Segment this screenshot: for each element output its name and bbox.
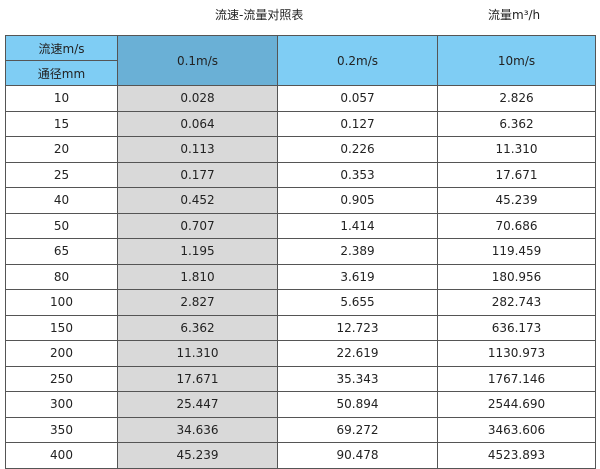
- diameter-cell: 300: [5, 391, 118, 418]
- table-row: 20 0.113 0.226 11.310: [5, 136, 596, 163]
- header-row: 流速m/s 0.1m/s 0.2m/s 10m/s: [5, 35, 596, 86]
- flow-cell: 4523.893: [437, 442, 596, 469]
- table-row: 50 0.707 1.414 70.686: [5, 212, 596, 239]
- flow-cell: 0.707: [117, 212, 278, 239]
- flow-cell: 636.173: [437, 314, 596, 341]
- diameter-cell: 150: [5, 314, 118, 341]
- table-row: 15 0.064 0.127 6.362: [5, 110, 596, 137]
- flow-cell: 119.459: [437, 238, 596, 265]
- flow-cell: 34.636: [117, 416, 278, 443]
- flow-table: 流速m/s 0.1m/s 0.2m/s 10m/s 通径mm 10 0.028 0.…: [5, 35, 596, 469]
- flow-cell: 90.478: [277, 442, 438, 469]
- table-row: 200 11.310 22.619 1130.973: [5, 340, 596, 367]
- flow-cell: 50.894: [277, 391, 438, 418]
- flow-cell: 0.226: [277, 136, 438, 163]
- flow-cell: 0.127: [277, 110, 438, 137]
- diameter-cell: 40: [5, 187, 118, 214]
- flow-cell: 2.826: [437, 85, 596, 112]
- flow-cell: 180.956: [437, 263, 596, 290]
- table-row: 65 1.195 2.389 119.459: [5, 238, 596, 265]
- flow-cell: 17.671: [117, 365, 278, 392]
- flow-cell: 0.353: [277, 161, 438, 188]
- flow-cell: 70.686: [437, 212, 596, 239]
- table-row: 400 45.239 90.478 4523.893: [5, 442, 596, 469]
- diameter-cell: 50: [5, 212, 118, 239]
- flow-cell: 0.452: [117, 187, 278, 214]
- flow-cell: 45.239: [117, 442, 278, 469]
- header-row: 通径mm: [5, 60, 596, 86]
- flow-cell: 5.655: [277, 289, 438, 316]
- flow-cell: 0.905: [277, 187, 438, 214]
- column-header: 0.1m/s: [117, 35, 278, 86]
- flow-cell: 6.362: [437, 110, 596, 137]
- flow-cell: 35.343: [277, 365, 438, 392]
- flow-cell: 1.414: [277, 212, 438, 239]
- flow-cell: 0.064: [117, 110, 278, 137]
- table-row: 150 6.362 12.723 636.173: [5, 314, 596, 341]
- table-row: 100 2.827 5.655 282.743: [5, 289, 596, 316]
- diameter-cell: 200: [5, 340, 118, 367]
- diameter-cell: 15: [5, 110, 118, 137]
- diameter-cell: 10: [5, 85, 118, 112]
- flow-cell: 0.113: [117, 136, 278, 163]
- flow-cell: 1.195: [117, 238, 278, 265]
- column-header: 0.2m/s: [277, 35, 438, 86]
- flow-cell: 2.827: [117, 289, 278, 316]
- flow-cell: 12.723: [277, 314, 438, 341]
- diameter-header: 通径mm: [5, 60, 118, 86]
- flow-cell: 11.310: [117, 340, 278, 367]
- diameter-cell: 80: [5, 263, 118, 290]
- flow-cell: 1767.146: [437, 365, 596, 392]
- flow-cell: 45.239: [437, 187, 596, 214]
- flow-cell: 69.272: [277, 416, 438, 443]
- unit-label: 流量m³/h: [488, 8, 541, 22]
- table-row: 350 34.636 69.272 3463.606: [5, 416, 596, 443]
- flow-cell: 1.810: [117, 263, 278, 290]
- flow-cell: 17.671: [437, 161, 596, 188]
- flow-cell: 6.362: [117, 314, 278, 341]
- table-row: 300 25.447 50.894 2544.690: [5, 391, 596, 418]
- diameter-cell: 65: [5, 238, 118, 265]
- table-row: 40 0.452 0.905 45.239: [5, 187, 596, 214]
- flow-cell: 282.743: [437, 289, 596, 316]
- table-row: 25 0.177 0.353 17.671: [5, 161, 596, 188]
- flow-cell: 3.619: [277, 263, 438, 290]
- flow-cell: 1130.973: [437, 340, 596, 367]
- flow-cell: 0.028: [117, 85, 278, 112]
- flow-cell: 2.389: [277, 238, 438, 265]
- flow-cell: 0.177: [117, 161, 278, 188]
- diameter-cell: 400: [5, 442, 118, 469]
- diameter-cell: 20: [5, 136, 118, 163]
- flow-cell: 3463.606: [437, 416, 596, 443]
- table-row: 250 17.671 35.343 1767.146: [5, 365, 596, 392]
- diameter-cell: 100: [5, 289, 118, 316]
- table-row: 80 1.810 3.619 180.956: [5, 263, 596, 290]
- table-title: 流速-流量对照表: [215, 8, 304, 22]
- flow-cell: 0.057: [277, 85, 438, 112]
- flow-cell: 22.619: [277, 340, 438, 367]
- diameter-cell: 350: [5, 416, 118, 443]
- velocity-header: 流速m/s: [5, 35, 118, 61]
- column-header: 10m/s: [437, 35, 596, 86]
- table-row: 10 0.028 0.057 2.826: [5, 85, 596, 112]
- diameter-cell: 250: [5, 365, 118, 392]
- flow-cell: 11.310: [437, 136, 596, 163]
- flow-cell: 2544.690: [437, 391, 596, 418]
- diameter-cell: 25: [5, 161, 118, 188]
- flow-cell: 25.447: [117, 391, 278, 418]
